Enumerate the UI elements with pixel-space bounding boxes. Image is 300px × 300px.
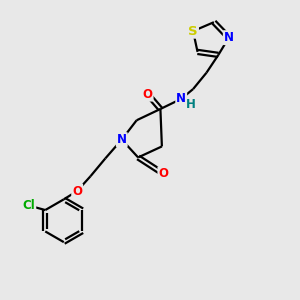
Text: N: N — [176, 92, 186, 105]
Text: O: O — [72, 184, 82, 197]
Text: O: O — [142, 88, 153, 100]
Text: H: H — [186, 98, 196, 111]
Text: N: N — [117, 133, 127, 146]
Text: S: S — [188, 25, 198, 38]
Text: N: N — [224, 31, 234, 44]
Text: Cl: Cl — [22, 199, 35, 212]
Text: O: O — [158, 167, 168, 180]
